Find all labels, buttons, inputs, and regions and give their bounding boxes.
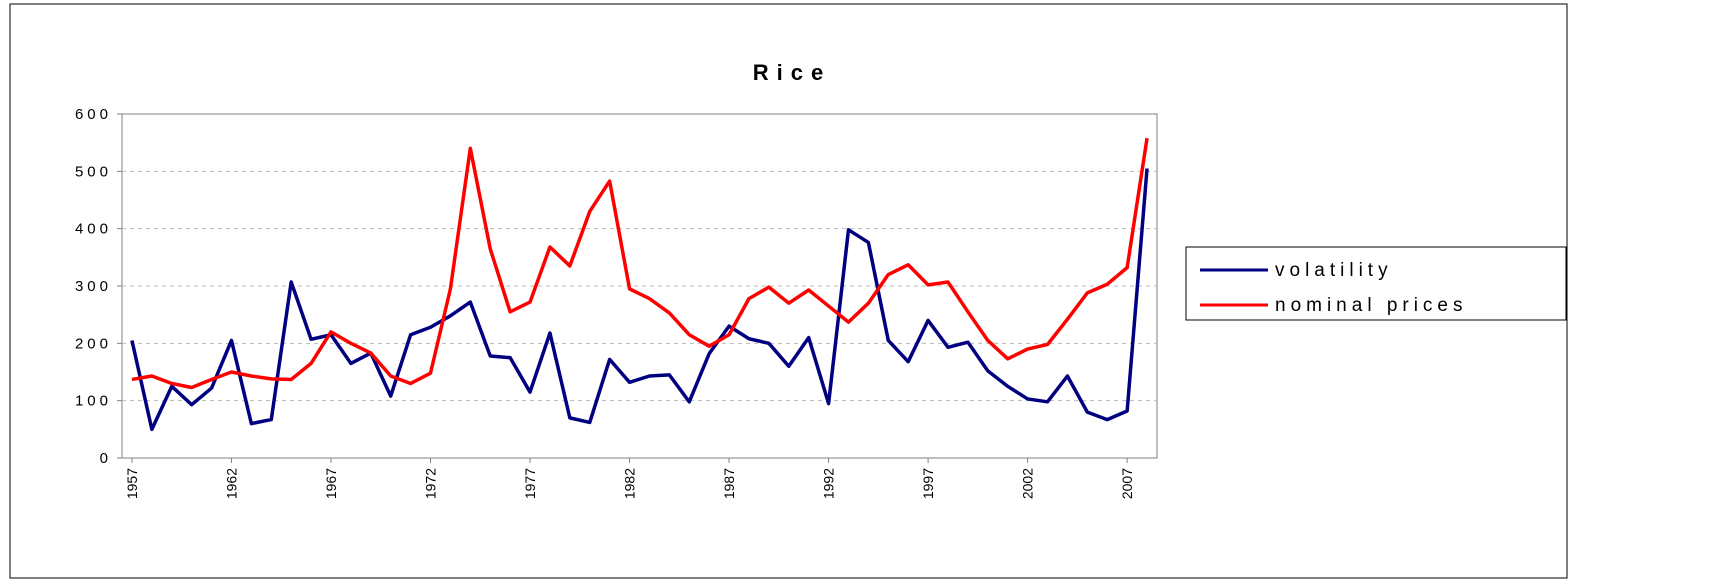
chart-title: Rice (753, 60, 831, 85)
series-line (131, 137, 1149, 390)
y-tick-label: 300 (75, 278, 112, 295)
legend (1185, 246, 1567, 321)
x-tick-label: 1957 (124, 468, 140, 499)
y-tick-label: 500 (75, 163, 112, 180)
y-tick-label: 400 (75, 221, 112, 238)
legend-label: nominal prices (1275, 295, 1468, 316)
x-tick-label: 1962 (223, 468, 239, 499)
plot-area (121, 113, 1158, 459)
x-tick-label: 1977 (522, 468, 538, 499)
x-tick-label: 1997 (920, 468, 936, 499)
y-tick-label: 0 (100, 450, 112, 467)
x-tick-label: 1987 (721, 468, 737, 499)
x-tick-label: 1992 (821, 468, 837, 499)
series-line (130, 168, 1149, 432)
y-tick-label: 100 (75, 393, 112, 410)
y-tick-label: 200 (75, 335, 112, 352)
x-tick-label: 1972 (423, 468, 439, 499)
x-tick-label: 2007 (1119, 468, 1135, 499)
y-tick-label: 600 (75, 106, 112, 123)
x-tick-label: 1967 (323, 468, 339, 499)
x-tick-label: 1982 (622, 468, 638, 499)
legend-label: volatility (1275, 260, 1393, 281)
x-tick-label: 2002 (1020, 468, 1036, 499)
